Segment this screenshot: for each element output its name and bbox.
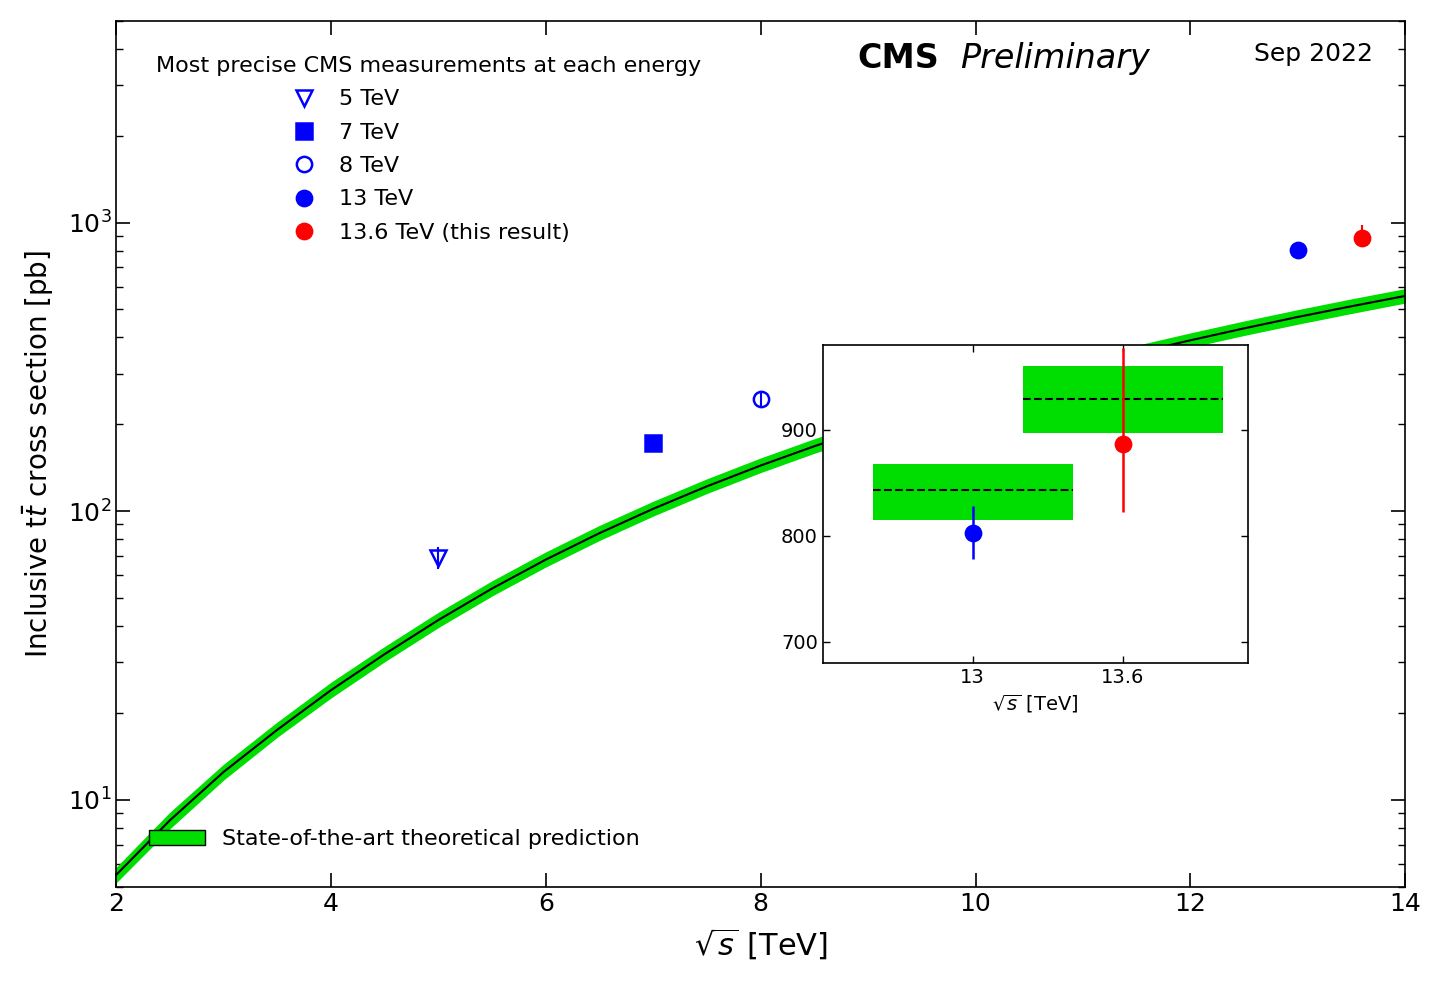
Text: Preliminary: Preliminary: [960, 42, 1151, 76]
Legend: State-of-the-art theoretical prediction: State-of-the-art theoretical prediction: [140, 821, 649, 858]
Bar: [1022, 367, 1223, 433]
Text: CMS: CMS: [858, 42, 939, 76]
X-axis label: $\sqrt{s}$ [TeV]: $\sqrt{s}$ [TeV]: [992, 692, 1079, 715]
X-axis label: $\sqrt{s}$ [TeV]: $\sqrt{s}$ [TeV]: [694, 927, 828, 962]
Y-axis label: Inclusive t$\bar{t}$ cross section [pb]: Inclusive t$\bar{t}$ cross section [pb]: [20, 250, 56, 658]
Text: Sep 2022: Sep 2022: [1255, 42, 1373, 67]
Bar: [872, 464, 1073, 520]
